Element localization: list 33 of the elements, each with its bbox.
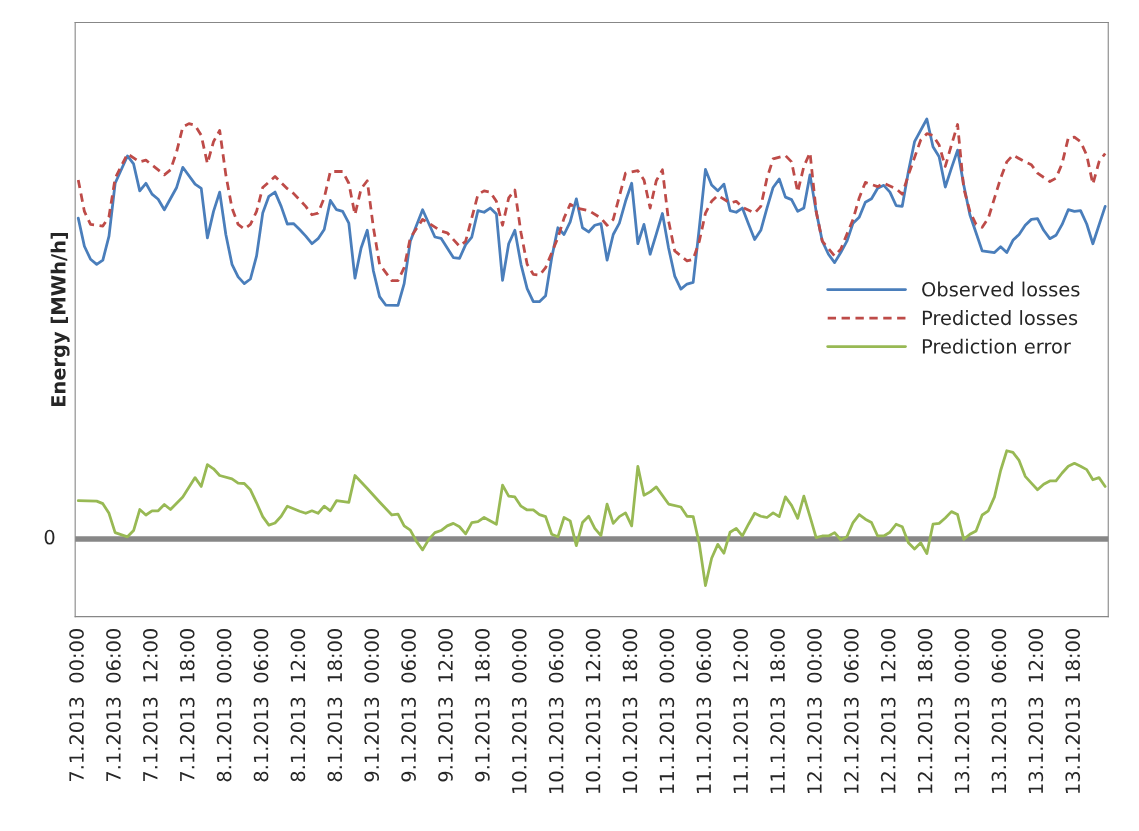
x-tick-label: 10.1.2013 00:00 — [511, 629, 527, 793]
x-tick-label: 11.1.2013 12:00 — [733, 629, 749, 793]
x-tick-label: 11.1.2013 00:00 — [659, 629, 675, 793]
x-tick-label: 9.1.2013 18:00 — [475, 629, 490, 782]
ref-line-label: 0 — [44, 529, 55, 545]
x-tick-label: 7.1.2013 00:00 — [69, 629, 84, 782]
x-tick-label: 11.1.2013 06:00 — [696, 629, 712, 793]
x-tick-label: 12.1.2013 00:00 — [807, 629, 822, 793]
x-tick-label: 13.1.2013 00:00 — [954, 629, 970, 793]
x-tick-label: 8.1.2013 18:00 — [327, 629, 343, 782]
x-tick-label: 10.1.2013 06:00 — [548, 629, 564, 793]
x-tick-label: 8.1.2013 00:00 — [216, 629, 232, 782]
x-tick-label: 9.1.2013 06:00 — [401, 629, 416, 782]
y-axis-title: Energy [MWh/h] — [50, 232, 70, 407]
x-tick-label: 9.1.2013 12:00 — [438, 629, 453, 782]
legend-label: Prediction error — [922, 338, 1071, 354]
x-tick-label: 10.1.2013 12:00 — [585, 629, 601, 793]
x-tick-label: 7.1.2013 12:00 — [142, 629, 158, 782]
x-tick-label: 8.1.2013 12:00 — [290, 629, 306, 782]
x-tick-label: 7.1.2013 06:00 — [106, 629, 121, 782]
x-tick-label: 12.1.2013 12:00 — [880, 629, 896, 793]
x-tick-label: 13.1.2013 18:00 — [1065, 629, 1081, 793]
x-tick-label: 9.1.2013 00:00 — [364, 629, 380, 782]
x-tick-label: 8.1.2013 06:00 — [253, 629, 269, 782]
x-tick-label: 13.1.2013 12:00 — [1028, 629, 1044, 793]
legend-label: Predicted losses — [922, 310, 1078, 326]
x-tick-label: 13.1.2013 06:00 — [991, 629, 1007, 793]
x-tick-label: 7.1.2013 18:00 — [179, 629, 195, 782]
x-tick-label: 12.1.2013 18:00 — [917, 629, 933, 793]
legend-label: Observed losses — [922, 281, 1080, 297]
x-tick-label: 11.1.2013 18:00 — [770, 629, 785, 793]
x-tick-label: 10.1.2013 18:00 — [622, 629, 638, 793]
x-tick-label: 12.1.2013 06:00 — [843, 629, 859, 793]
